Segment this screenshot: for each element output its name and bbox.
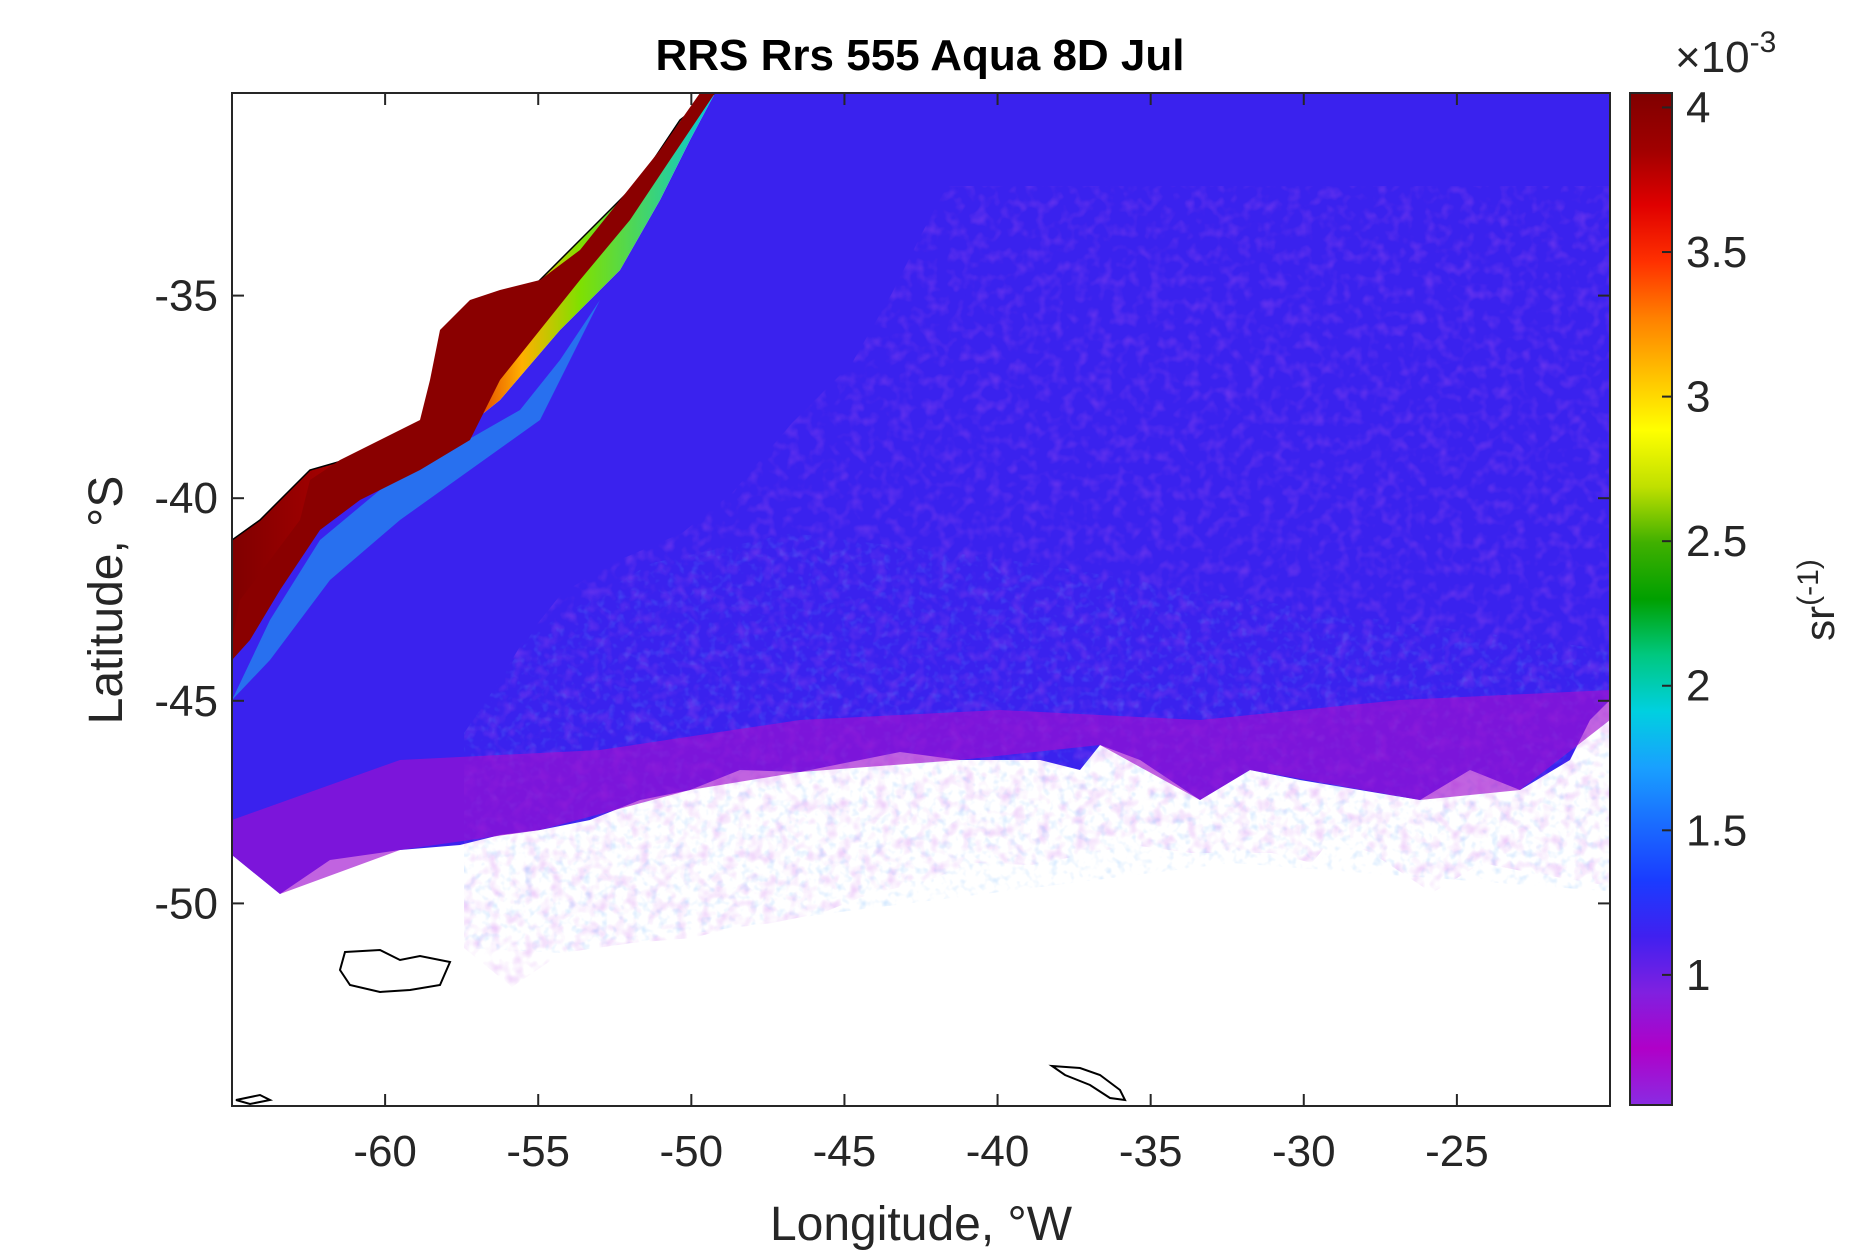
y-tick-label: -35: [154, 272, 218, 321]
colorbar-exponent-power: -3: [1750, 26, 1777, 59]
y-tick-label: -50: [154, 879, 218, 928]
x-tick-label: -60: [353, 1127, 417, 1176]
south-georgia-island: [1048, 1064, 1127, 1102]
colorbar-tick-label: 2.5: [1686, 517, 1747, 566]
plume-cyan: [232, 300, 600, 700]
colorbar-exponent: ×10-3: [1675, 26, 1776, 82]
figure-title: RRS Rrs 555 Aqua 8D Jul: [656, 31, 1185, 80]
x-tick-label: -25: [1425, 1127, 1489, 1176]
x-tick-label: -50: [660, 1127, 724, 1176]
colorbar-tick-label: 4: [1686, 83, 1710, 132]
y-axis-ticks: -35 -40 -45 -50: [154, 272, 1610, 928]
southern-low-band: [232, 690, 1610, 894]
colorbar-tick-label: 3.5: [1686, 228, 1747, 277]
colorbar-label: sr(-1): [1792, 559, 1843, 641]
colorbar-label-base: sr: [1796, 606, 1843, 641]
map-axes-box: [231, 92, 1611, 1107]
tierra-del-fuego-outline: [235, 1093, 274, 1106]
colorbar-exponent-base: ×10: [1675, 33, 1750, 82]
colorbar-tick-label: 3: [1686, 373, 1710, 422]
x-tick-label: -45: [813, 1127, 877, 1176]
x-axis-label: Longitude, °W: [770, 1198, 1073, 1250]
falkland-islands: [338, 948, 452, 994]
colorbar-tick-label: 1: [1686, 951, 1710, 1000]
x-tick-label: -55: [506, 1127, 570, 1176]
colorbar-tick-label: 2: [1686, 662, 1710, 711]
coastal-turbid-zone: [232, 93, 715, 660]
colorbar: [1629, 92, 1673, 1106]
y-tick-label: -45: [154, 677, 218, 726]
y-tick-label: -40: [154, 474, 218, 523]
x-axis-ticks: -60 -55 -50 -45 -40 -35 -30 -25: [353, 93, 1489, 1176]
y-axis-label: Latitude, °S: [80, 476, 133, 725]
x-tick-label: -40: [966, 1127, 1030, 1176]
x-tick-label: -35: [1119, 1127, 1183, 1176]
map-raster: [232, 93, 1610, 1106]
colorbar-ticks: 4 3.5 3 2.5 2 1.5 1: [1662, 83, 1747, 1000]
colorbar-tick-label: 1.5: [1686, 806, 1747, 855]
colorbar-label-sup: (-1): [1792, 559, 1825, 606]
x-tick-label: -30: [1272, 1127, 1336, 1176]
